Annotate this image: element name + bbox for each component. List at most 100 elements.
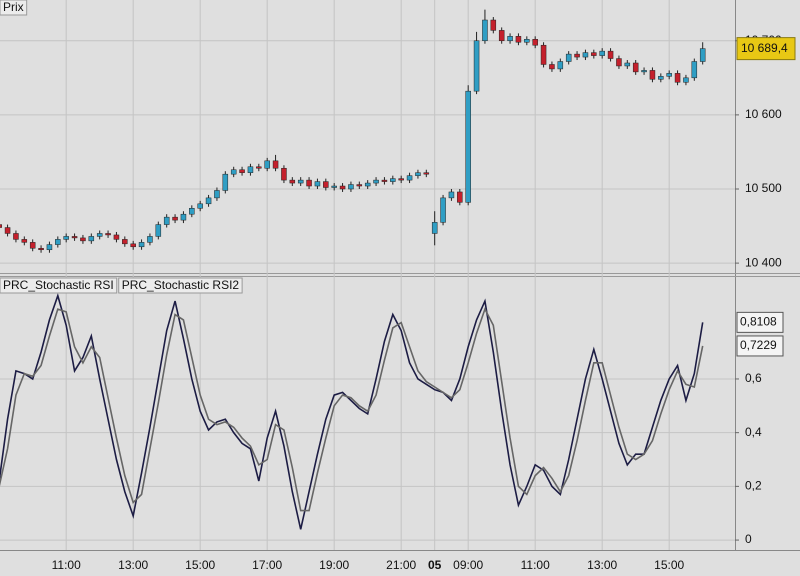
legend-box [118,277,243,294]
candle-body [373,179,379,184]
y-tick-label: 0,2 [745,479,762,493]
candle-body [423,172,430,175]
candle-body [29,242,36,249]
x-tick-label: 13:00 [118,558,148,572]
candle-body [607,50,614,59]
y-tick-label: 10 600 [745,107,782,121]
value-marker-label: 0,7229 [740,338,777,352]
candle-body [406,175,413,181]
candle-body [155,224,162,237]
candle-body [507,36,513,42]
candle-body [147,236,153,243]
candle-body [532,39,538,46]
candle-body [473,40,480,92]
x-tick-label: 11:00 [521,558,550,572]
value-marker-label: 0,8108 [740,315,777,329]
candle-body [289,179,296,184]
candle-body [482,19,488,42]
candle-body [272,160,279,169]
candle-body [465,90,471,203]
price-marker [736,37,796,61]
candle-body [431,222,438,234]
x-tick-label: 17:00 [252,558,282,572]
candle-body [390,178,396,182]
candle-body [356,184,363,187]
candle-body [448,191,455,199]
candle-body [691,61,698,79]
candle-body [440,197,446,223]
candle-body [4,227,11,234]
candle-body [641,70,647,73]
candle-body [398,178,404,181]
candle-body [63,236,69,240]
candle-body [540,44,547,65]
candle-body [205,197,212,205]
legend-box [0,277,118,294]
price-marker-label: 10 689,4 [741,41,788,55]
candle-body [582,52,589,58]
candle-body [172,216,178,221]
candle-body [591,52,597,56]
candle-body [197,203,203,209]
candle-body [55,239,61,245]
candle-body [339,185,346,190]
candle-body [348,184,354,190]
candle-body [314,181,321,187]
x-tick-label: 13:00 [587,558,617,572]
value-marker [736,335,784,357]
candle-body [364,182,371,187]
candle-body [264,160,270,169]
candle-body [222,173,229,191]
candle-body [415,172,421,176]
candle-body [457,191,463,203]
legend-box [0,0,28,16]
x-tick-label: 11:00 [52,558,81,572]
candle-body [46,244,53,251]
candle-body [71,236,78,239]
candle-body [515,36,522,43]
y-tick-label: 0,4 [745,425,762,439]
candle-body [490,19,497,31]
candle-body [498,30,505,42]
candle-body [256,166,262,169]
candle-body [113,234,120,240]
x-tick-label: 15:00 [654,558,684,572]
candle-body [306,179,312,187]
candle-body [122,239,128,245]
legend-label: Prix [3,0,24,14]
x-tick-label: 05 [428,558,442,572]
candle-body [0,224,2,228]
indicator-line [0,307,704,512]
candle-body [649,70,656,80]
candle-body [565,53,572,62]
candle-body [21,239,28,243]
candle-body [624,62,631,67]
candle-body [557,61,564,70]
x-tick-label: 21:00 [386,558,416,572]
candle-body [163,216,170,225]
candle-body [80,237,86,242]
candle-body [674,73,681,83]
candle-body [138,242,145,248]
candle-body [658,76,664,80]
indicator-line [0,293,704,530]
x-tick-label: 19:00 [319,558,349,572]
y-tick-label: 0,6 [745,371,762,385]
candle-body [230,169,237,175]
candle-body [13,233,19,240]
y-tick-label: 0 [745,532,752,546]
candle-body [105,233,111,236]
candle-body [189,208,195,215]
y-tick-label: 10 500 [745,181,782,195]
candle-body [574,53,580,58]
candle-body [130,243,136,248]
x-tick-label: 15:00 [185,558,215,572]
value-marker [736,311,784,333]
candle-body [88,236,95,242]
candle-body [666,73,672,77]
candle-body [524,39,530,43]
candle-body [699,48,706,62]
legend-label: PRC_Stochastic RSI [3,278,114,292]
candle-body [281,167,287,181]
